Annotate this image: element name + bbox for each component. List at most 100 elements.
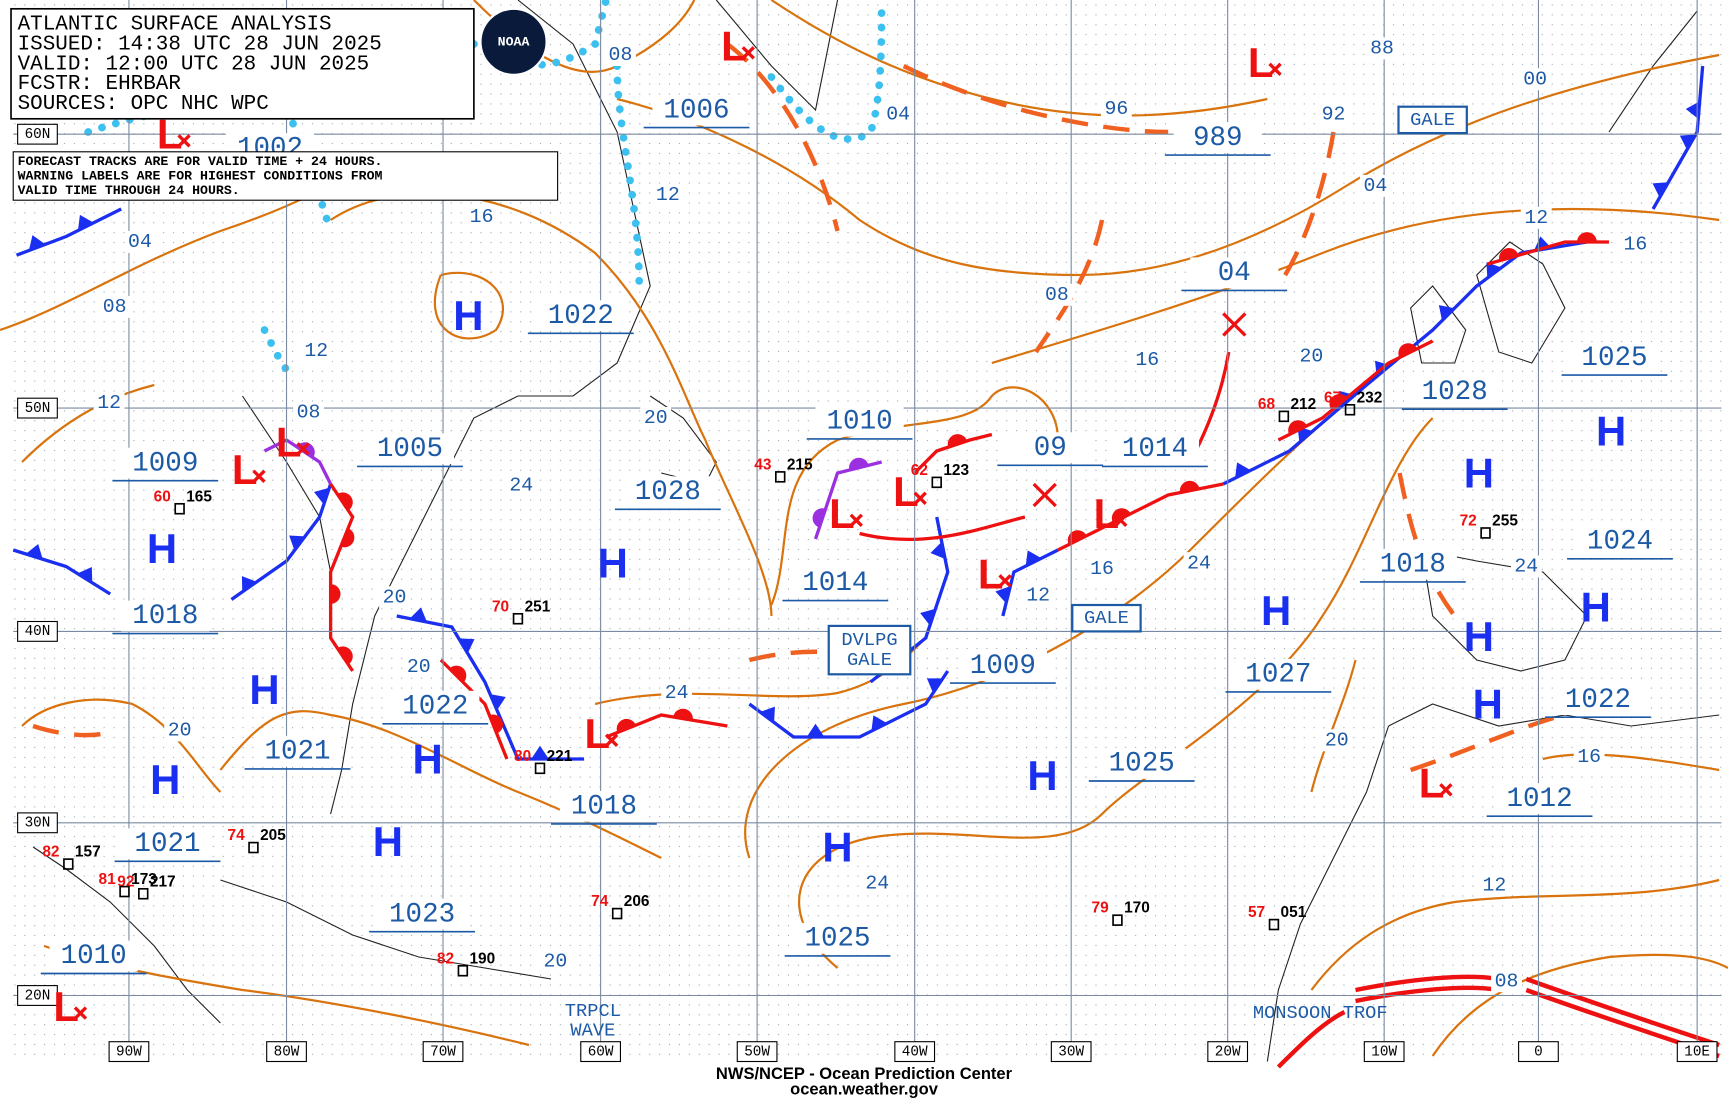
label-backing — [815, 405, 904, 437]
isobar — [991, 207, 1720, 365]
label-backing — [882, 103, 914, 126]
low-center-x — [177, 134, 191, 148]
front-symbol — [995, 586, 1011, 604]
pressure-label: 1010 — [61, 941, 127, 972]
label-backing — [661, 682, 693, 704]
label-backing — [1410, 376, 1499, 407]
front-symbol — [673, 708, 693, 721]
label-backing — [1575, 525, 1665, 557]
front-symbol — [1111, 508, 1131, 523]
label-backing — [791, 567, 880, 599]
label-backing — [123, 828, 212, 860]
low-center-x — [741, 46, 755, 60]
pressure-label: 1028 — [1422, 377, 1488, 408]
label-backing — [1321, 729, 1353, 752]
low-center: L — [232, 446, 258, 493]
latitude-label: 20N — [25, 988, 51, 1004]
front-symbol — [1235, 462, 1251, 479]
station-pressure: 157 — [75, 844, 101, 861]
isobar-label: 08 — [1045, 284, 1069, 306]
pressure-label: 1009 — [970, 651, 1036, 682]
high-center: H — [453, 292, 483, 339]
isobar — [21, 383, 155, 463]
front-symbol — [409, 607, 427, 623]
label-backing — [379, 586, 410, 609]
station-icon — [611, 907, 623, 920]
warm-front — [328, 483, 355, 672]
header-block: NOAA — [10, 7, 559, 201]
station-pressure: 170 — [1124, 900, 1150, 917]
station-temp: 43 — [754, 456, 772, 473]
pressure-label: 1022 — [402, 691, 468, 722]
label-backing — [365, 433, 455, 465]
label-backing — [1570, 342, 1659, 373]
front-symbol — [25, 543, 43, 560]
front-symbol — [920, 608, 936, 626]
high-center: H — [1581, 584, 1611, 631]
pressure-label: 1028 — [635, 477, 701, 508]
trough — [32, 723, 112, 738]
pressure-label: 1010 — [827, 407, 893, 438]
low-center-x — [1114, 513, 1128, 527]
front-symbol — [849, 457, 869, 471]
low-center-x — [849, 513, 863, 527]
station-pressure: 206 — [624, 893, 650, 910]
lat-label-box — [17, 123, 58, 145]
low-center: L — [978, 551, 1004, 598]
forecast-x — [1222, 312, 1247, 337]
low-center: L — [585, 710, 611, 757]
low-center: L — [1419, 760, 1445, 807]
isobar — [1542, 753, 1720, 772]
longitude-label: 80W — [274, 1044, 300, 1060]
front-symbol — [531, 745, 549, 759]
label-backing — [1520, 206, 1552, 229]
isobar — [744, 384, 1368, 859]
label-backing — [99, 295, 131, 318]
low-center: L — [1094, 490, 1120, 537]
pressure-label: 1014 — [1122, 434, 1188, 465]
isobar-label: 04 — [128, 231, 152, 253]
pressure-label: 989 — [1193, 123, 1243, 154]
station-temp: 82 — [42, 844, 59, 861]
isobar-label: 24 — [665, 682, 689, 704]
pressure-label: 1018 — [1380, 550, 1446, 581]
lat-label-box — [17, 397, 58, 419]
longitude-label: 10E — [1684, 1044, 1710, 1060]
front-symbol — [337, 646, 353, 665]
isobar-label: 08 — [103, 296, 127, 318]
label-backing — [1041, 283, 1073, 306]
header-line: ISSUED: 14:38 UTC 28 JUN 2025 — [18, 34, 382, 57]
front-symbol — [241, 576, 257, 592]
label-backing — [1519, 68, 1551, 91]
front-symbol — [1329, 394, 1348, 411]
warning-box — [1397, 105, 1468, 135]
label-backing — [121, 600, 210, 632]
front-symbol — [489, 714, 503, 734]
high-center: H — [1596, 408, 1626, 455]
longitude-label: 10W — [1371, 1044, 1397, 1060]
station-temp: 62 — [911, 462, 928, 479]
isobar-label: 20 — [1325, 730, 1349, 752]
label-backing — [1110, 433, 1200, 465]
front-symbol — [616, 718, 636, 733]
low-center-x — [998, 574, 1012, 588]
label-backing — [378, 898, 467, 930]
station-temp: 60 — [154, 488, 171, 505]
pressure-label: 1021 — [134, 829, 200, 860]
low-center-x — [604, 733, 619, 747]
station-pressure: 173 — [131, 871, 157, 888]
label-backing — [1022, 584, 1054, 607]
front-symbol — [1179, 480, 1200, 493]
pressure-label: 1022 — [548, 301, 614, 332]
low-center-x — [296, 442, 310, 456]
station-pressure: 212 — [1290, 396, 1316, 413]
lat-label-box — [17, 812, 58, 834]
longitude-label: 30W — [1058, 1044, 1084, 1060]
lon-label-box — [1676, 1041, 1718, 1063]
label-backing — [1366, 37, 1398, 60]
isobar — [433, 271, 504, 340]
front-symbol — [1499, 248, 1519, 261]
isobar-label: 24 — [509, 474, 533, 496]
station-pressure: 051 — [1281, 904, 1307, 921]
